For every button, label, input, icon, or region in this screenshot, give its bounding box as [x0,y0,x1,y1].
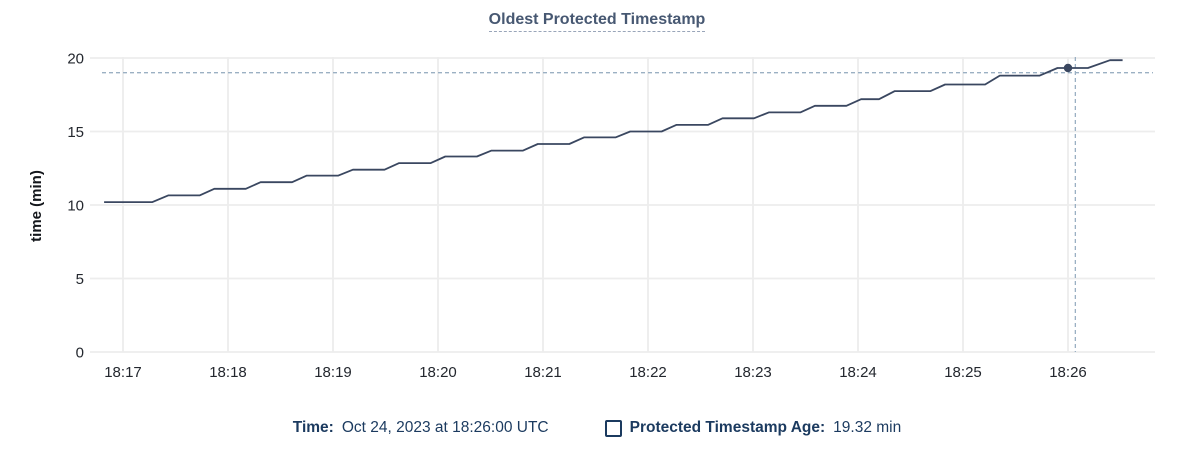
time-value: Oct 24, 2023 at 18:26:00 UTC [341,419,549,436]
x-tick-label: 18:21 [524,364,562,381]
x-tick-label: 18:25 [944,364,982,381]
y-tick-label: 0 [76,345,84,362]
series-line [104,59,1123,204]
y-tick-label: 20 [67,51,84,68]
x-tick-label: 18:17 [104,364,142,381]
y-tick-label: 10 [67,198,84,215]
plot-area[interactable]: 0 5 10 15 20 18:17 18:18 18:19 18:20 18:21 18:22 18… [0,0,1194,400]
x-tick-label: 18:22 [629,364,667,381]
y-tick-label: 15 [67,124,84,141]
x-tick-label: 18:18 [209,364,247,381]
legend-item-protected-timestamp-age[interactable]: Protected Timestamp Age: 19.32 min [604,419,902,437]
chart-title-row: Oldest Protected Timestamp [0,11,1194,32]
x-tick-label: 18:20 [419,364,457,381]
x-tick-label: 18:19 [314,364,352,381]
series-checkbox-icon[interactable] [604,419,622,437]
y-tick-label: 5 [76,271,84,288]
x-tick-label: 18:23 [734,364,772,381]
series-label: Protected Timestamp Age: [629,419,826,436]
hover-time-readout: Time: Oct 24, 2023 at 18:26:00 UTC [293,419,549,437]
chart-title[interactable]: Oldest Protected Timestamp [488,11,706,32]
series-value: 19.32 min [833,419,902,436]
x-tick-label: 18:26 [1049,364,1087,381]
x-tick-label: 18:24 [839,364,877,381]
hover-point [1063,63,1073,73]
time-label: Time: [292,419,334,436]
chart-legend: Time: Oct 24, 2023 at 18:26:00 UTC Prote… [0,419,1194,437]
